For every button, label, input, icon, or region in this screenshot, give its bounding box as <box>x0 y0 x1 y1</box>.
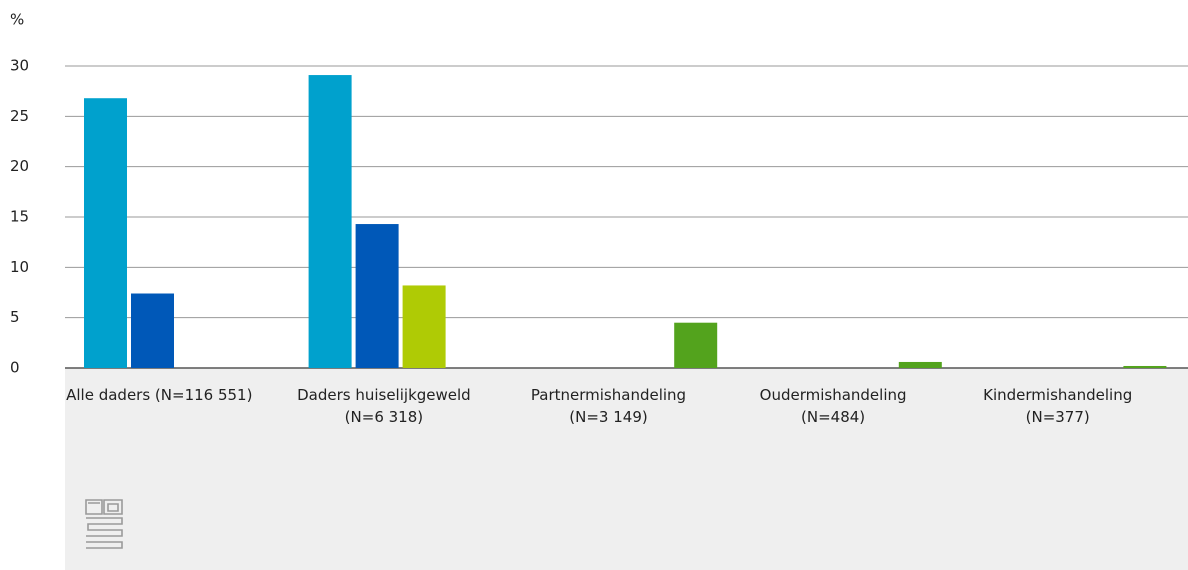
y-tick-label: 20 <box>10 157 29 175</box>
y-tick-label: 5 <box>10 308 20 326</box>
y-tick-label: 10 <box>10 258 29 276</box>
plot: 0 5 10 15 20 25 30 <box>10 57 1188 377</box>
bar <box>84 98 127 369</box>
footer-panel <box>65 368 1188 570</box>
x-tick-label: Alle daders (N=116 551) <box>66 386 253 404</box>
bar <box>1123 365 1167 368</box>
bar <box>898 361 942 368</box>
bar <box>355 224 399 368</box>
x-tick-label: Oudermishandeling (N=484) <box>759 386 907 426</box>
bar <box>674 322 718 368</box>
bar <box>131 293 174 368</box>
y-tick-label: 0 <box>10 359 20 377</box>
y-tick-label: 30 <box>10 57 29 75</box>
y-tick-label: 15 <box>10 208 29 226</box>
x-tick-label: Partnermishandeling (N=3 149) <box>530 386 687 426</box>
bar <box>402 285 446 368</box>
x-tick-label: Daders huiselijkgeweld (N=6 318) <box>297 386 471 426</box>
bar <box>308 75 352 368</box>
y-axis-label: % <box>10 11 24 29</box>
x-tick-label: Kindermishandeling (N=377) <box>983 386 1133 426</box>
cbs-logo <box>85 499 123 549</box>
y-tick-label: 25 <box>10 107 29 125</box>
